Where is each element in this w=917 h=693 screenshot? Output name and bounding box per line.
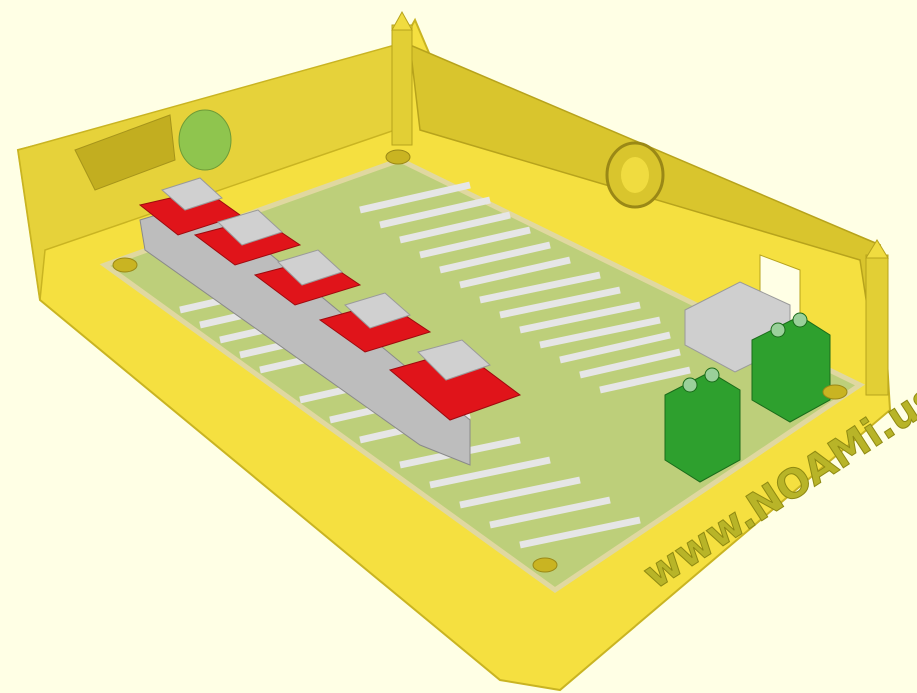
vent-hole-right-inner (621, 157, 649, 193)
mount-hole (822, 384, 848, 400)
driver-board (253, 249, 362, 306)
corner-post-back (391, 24, 413, 146)
vent-hole-left (178, 109, 232, 171)
driver-board (193, 209, 302, 266)
mount-hole (532, 557, 558, 573)
corner-post-right (865, 254, 889, 396)
mount-hole (112, 257, 138, 273)
corner-post-back-tip (391, 10, 413, 31)
driver-board (388, 339, 522, 421)
mount-hole (385, 149, 411, 165)
terminal-block (664, 367, 741, 483)
driver-board (318, 292, 432, 353)
terminal-block (751, 312, 831, 423)
driver-boards (138, 177, 522, 421)
left-wall-cutout (74, 114, 176, 191)
enclosure-left-wall (17, 44, 396, 301)
corner-post-right-tip (865, 239, 889, 259)
